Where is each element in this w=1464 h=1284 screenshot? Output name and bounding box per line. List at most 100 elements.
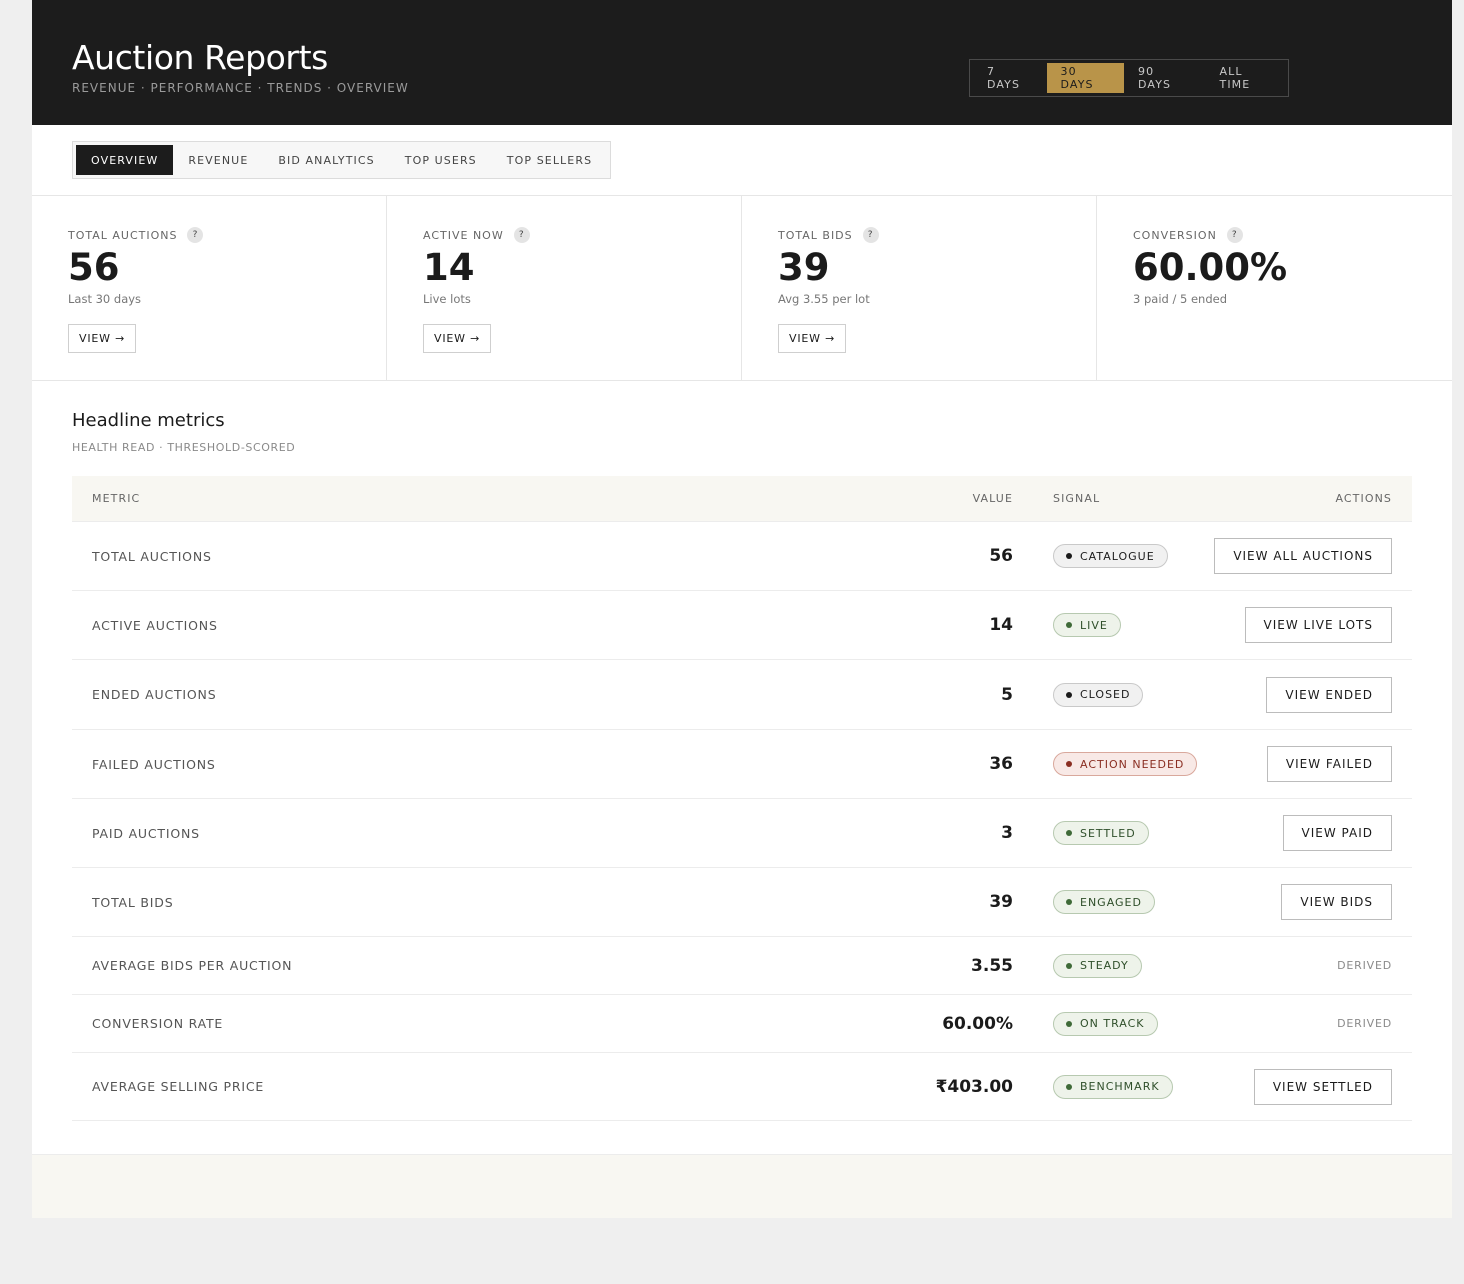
row-action-button[interactable]: VIEW ALL AUCTIONS (1214, 538, 1392, 574)
stat-label-row: ACTIVE NOW? (423, 227, 530, 243)
stat-label-row: TOTAL AUCTIONS? (68, 227, 204, 243)
signal-badge: CATALOGUE (1053, 544, 1168, 568)
tab-overview[interactable]: OVERVIEW (76, 145, 174, 175)
stat-label: CONVERSION (1133, 228, 1217, 242)
stat-label: ACTIVE NOW (423, 228, 504, 242)
signal-label: CLOSED (1080, 688, 1131, 701)
header-metric: METRIC (92, 492, 141, 505)
metric-name: ACTIVE AUCTIONS (92, 617, 218, 633)
stat-cards: TOTAL AUCTIONS? 56 Last 30 days VIEW → A… (32, 196, 1452, 381)
range-all-time[interactable]: ALL TIME (1219, 65, 1251, 91)
help-icon[interactable]: ? (1226, 227, 1243, 243)
signal-label: ENGAGED (1080, 895, 1142, 909)
section-subtitle: HEALTH READ · THRESHOLD-SCORED (72, 441, 296, 454)
report-tabs: OVERVIEW REVENUE BID ANALYTICS TOP USERS… (72, 141, 612, 179)
status-dot-icon (1066, 691, 1072, 698)
stat-card-total-auctions: TOTAL AUCTIONS? 56 Last 30 days VIEW → (32, 196, 387, 380)
signal-label: ACTION NEEDED (1080, 757, 1185, 771)
row-action-button[interactable]: VIEW BIDS (1281, 884, 1392, 920)
table-header: METRIC VALUE SIGNAL ACTIONS (72, 476, 1412, 522)
metric-name: AVERAGE BIDS PER AUCTION (92, 958, 293, 973)
status-dot-icon (1066, 1020, 1072, 1027)
metrics-table: METRIC VALUE SIGNAL ACTIONS TOTAL AUCTIO… (72, 476, 1412, 1121)
range-90-days[interactable]: 90 DAYS (1138, 65, 1172, 91)
status-dot-icon (1066, 962, 1072, 969)
status-dot-icon (1066, 761, 1072, 767)
section-title: Headline metrics (72, 410, 225, 431)
header-signal: SIGNAL (1053, 492, 1101, 505)
view-total-auctions-button[interactable]: VIEW → (68, 324, 137, 353)
footer (32, 1154, 1452, 1218)
metric-name: ENDED AUCTIONS (92, 687, 217, 702)
row-action-button[interactable]: VIEW ENDED (1266, 676, 1392, 713)
signal-badge: SETTLED (1053, 821, 1149, 845)
range-30-days[interactable]: 30 DAYS (1046, 63, 1125, 93)
help-icon[interactable]: ? (862, 227, 879, 243)
row-action-button[interactable]: VIEW PAID (1282, 815, 1392, 851)
signal-label: ON TRACK (1080, 1017, 1145, 1030)
table-row: TOTAL BIDS 39 ENGAGED VIEW BIDS (72, 868, 1412, 937)
metric-value: ₹403.00 (935, 1076, 1013, 1097)
tab-bid-analytics[interactable]: BID ANALYTICS (278, 153, 375, 167)
page-title: Auction Reports (72, 38, 328, 77)
view-active-now-button[interactable]: VIEW → (423, 324, 492, 353)
stat-value: 56 (68, 246, 120, 289)
stat-label-row: TOTAL BIDS? (778, 227, 879, 243)
signal-label: STEADY (1080, 959, 1129, 972)
stat-caption: Avg 3.55 per lot (778, 292, 870, 306)
status-dot-icon (1066, 899, 1072, 905)
range-7-days[interactable]: 7 DAYS (987, 65, 1021, 91)
metric-value: 36 (989, 754, 1013, 774)
metric-value: 60.00% (942, 1013, 1013, 1034)
header: Auction Reports REVENUE · PERFORMANCE · … (32, 0, 1452, 125)
signal-badge: ON TRACK (1053, 1011, 1158, 1036)
row-action-button[interactable]: VIEW FAILED (1266, 746, 1392, 782)
stat-value: 39 (778, 246, 830, 289)
signal-label: CATALOGUE (1080, 549, 1155, 563)
table-row: PAID AUCTIONS 3 SETTLED VIEW PAID (72, 799, 1412, 868)
signal-cell: CLOSED (1013, 682, 1203, 707)
actions-cell: DERIVED (1203, 1017, 1412, 1030)
row-action-button[interactable]: VIEW LIVE LOTS (1244, 607, 1392, 643)
signal-badge: ENGAGED (1053, 890, 1155, 914)
metric-value: 3.55 (971, 955, 1013, 976)
view-total-bids-button[interactable]: VIEW → (778, 324, 847, 353)
help-icon[interactable]: ? (187, 227, 204, 243)
help-icon[interactable]: ? (513, 227, 530, 243)
signal-label: SETTLED (1080, 826, 1136, 840)
actions-cell: VIEW ALL AUCTIONS (1203, 538, 1412, 574)
table-body: TOTAL AUCTIONS 56 CATALOGUE VIEW ALL AUCTIO… (72, 522, 1412, 1121)
signal-cell: ENGAGED (1013, 890, 1203, 914)
signal-badge: STEADY (1053, 953, 1142, 978)
signal-badge: BENCHMARK (1053, 1074, 1173, 1099)
stat-card-total-bids: TOTAL BIDS? 39 Avg 3.55 per lot VIEW → (742, 196, 1097, 380)
metric-name: CONVERSION RATE (92, 1016, 224, 1031)
signal-label: BENCHMARK (1080, 1080, 1160, 1093)
table-row: AVERAGE BIDS PER AUCTION 3.55 STEADY DERIVE… (72, 937, 1412, 995)
header-value: VALUE (972, 492, 1013, 505)
tab-revenue[interactable]: REVENUE (188, 153, 249, 167)
status-dot-icon (1066, 553, 1072, 559)
table-row: TOTAL AUCTIONS 56 CATALOGUE VIEW ALL AUCTIO… (72, 522, 1412, 591)
table-row: CONVERSION RATE 60.00% ON TRACK DERIVED (72, 995, 1412, 1053)
signal-cell: ON TRACK (1013, 1011, 1203, 1036)
row-action-button[interactable]: VIEW SETTLED (1253, 1068, 1392, 1105)
stat-caption: Live lots (423, 292, 471, 306)
tab-top-users[interactable]: TOP USERS (404, 153, 477, 167)
metric-name: TOTAL BIDS (92, 894, 174, 910)
tab-bar: OVERVIEW REVENUE BID ANALYTICS TOP USERS… (32, 125, 1452, 196)
status-dot-icon (1066, 1083, 1072, 1090)
derived-label: DERIVED (1337, 1017, 1392, 1030)
stat-label-row: CONVERSION? (1133, 227, 1243, 243)
status-dot-icon (1066, 622, 1072, 628)
date-range-selector: 7 DAYS 30 DAYS 90 DAYS ALL TIME (969, 59, 1289, 97)
table-row: AVERAGE SELLING PRICE ₹403.00 BENCHMARK VIE… (72, 1053, 1412, 1121)
metric-name: PAID AUCTIONS (92, 825, 200, 841)
stat-value: 14 (423, 246, 475, 289)
stat-card-conversion: CONVERSION? 60.00% 3 paid / 5 ended (1097, 196, 1452, 380)
stat-caption: Last 30 days (68, 292, 142, 306)
header-actions: ACTIONS (1335, 492, 1392, 505)
stat-caption: 3 paid / 5 ended (1133, 292, 1228, 306)
table-row: FAILED AUCTIONS 36 ACTION NEEDED VIEW FAILE… (72, 730, 1412, 799)
tab-top-sellers[interactable]: TOP SELLERS (506, 153, 593, 167)
